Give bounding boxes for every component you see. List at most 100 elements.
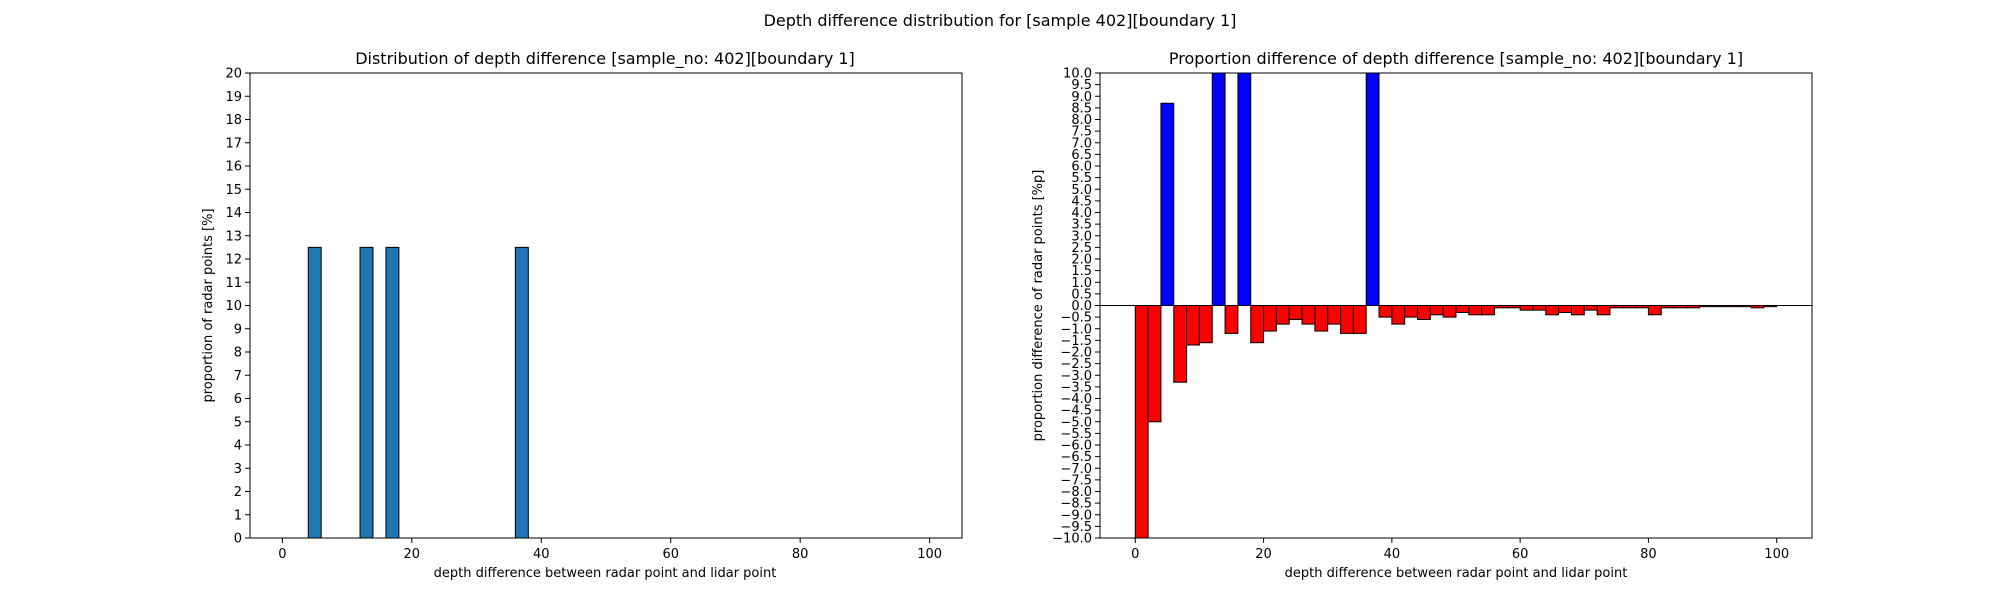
right-chart-x-label: depth difference between radar point and… <box>1285 566 1628 581</box>
left-chart-y-tick-label: 13 <box>225 229 242 244</box>
right-chart-y-tick-label: −2.5 <box>1060 357 1092 372</box>
right-chart-y-tick-label: −5.5 <box>1060 427 1092 442</box>
left-chart-y-tick-label: 14 <box>225 206 242 221</box>
right-chart-y-tick-label: −8.5 <box>1060 497 1092 512</box>
right-chart-bar <box>1647 305 1662 316</box>
right-chart-title: Proportion difference of depth differenc… <box>1169 49 1743 69</box>
left-chart-x-tick-label: 100 <box>917 547 942 562</box>
right-chart-bar <box>1532 305 1547 311</box>
left-chart-y-tick-label: 2 <box>234 485 242 500</box>
left-chart-x-tick-label: 80 <box>792 547 809 562</box>
right-chart-bar <box>1378 305 1393 318</box>
right-chart-bar <box>1596 305 1611 316</box>
left-chart-bar <box>514 246 529 539</box>
right-chart-y-tick-label: −1.0 <box>1060 322 1092 337</box>
right-chart-y-tick-label: 8.5 <box>1071 101 1092 116</box>
right-chart-bar <box>1570 305 1585 316</box>
right-chart-bar <box>1237 72 1252 306</box>
right-chart-y-tick-label: 8.0 <box>1071 113 1092 128</box>
right-chart-y-tick-label: −3.0 <box>1060 369 1092 384</box>
right-chart-y-tick-label: 9.0 <box>1071 90 1092 105</box>
right-chart-y-tick-label: −6.0 <box>1060 439 1092 454</box>
right-chart-bar <box>1455 305 1470 313</box>
right-chart-y-tick-label: −9.0 <box>1060 508 1092 523</box>
right-chart-y-tick-label: 6.0 <box>1071 160 1092 175</box>
left-chart-y-tick-label: 12 <box>225 253 242 268</box>
right-chart-bar <box>1545 305 1560 316</box>
left-chart-y-tick-label: 4 <box>234 439 242 454</box>
right-chart-y-tick-label: −8.0 <box>1060 485 1092 500</box>
right-chart-bar <box>1198 305 1213 344</box>
right-chart-x-tick-label: 0 <box>1131 547 1139 562</box>
right-chart-bar <box>1352 305 1367 334</box>
right-chart-bar <box>1288 305 1303 320</box>
right-chart-x-tick-label: 60 <box>1512 547 1529 562</box>
right-chart-bar <box>1211 72 1226 306</box>
right-chart-y-tick-label: 9.5 <box>1071 78 1092 93</box>
right-chart-y-tick-label: 4.5 <box>1071 194 1092 209</box>
right-chart-y-tick-label: 7.5 <box>1071 125 1092 140</box>
right-chart-y-tick-label: 10.0 <box>1063 67 1092 82</box>
right-chart-y-tick-label: 5.0 <box>1071 183 1092 198</box>
right-chart-bar <box>1224 305 1239 334</box>
left-chart-y-tick-label: 6 <box>234 392 242 407</box>
right-chart-bar <box>1173 305 1188 383</box>
left-chart-y-tick-label: 3 <box>234 462 242 477</box>
right-chart-x-ticks: 0 20 40 60 80 100 <box>1131 538 1789 562</box>
left-chart-x-tick-label: 60 <box>662 547 679 562</box>
right-chart-bar <box>1481 305 1495 316</box>
right-chart-y-tick-label: −9.5 <box>1060 520 1092 535</box>
right-chart-y-tick-label: 3.5 <box>1071 218 1092 233</box>
left-chart-x-tick-label: 20 <box>404 547 421 562</box>
left-chart-y-tick-label: 20 <box>225 67 242 82</box>
left-chart-title: Distribution of depth difference [sample… <box>355 49 855 69</box>
right-chart-y-tick-label: 0.0 <box>1071 299 1092 314</box>
right-chart-frame <box>1099 72 1813 539</box>
right-chart-y-tick-label: 6.5 <box>1071 148 1092 163</box>
right-chart-y-tick-label: −2.0 <box>1060 346 1092 361</box>
left-chart-y-tick-label: 8 <box>234 346 242 361</box>
right-chart-y-tick-label: 5.5 <box>1071 171 1092 186</box>
right-chart-bar <box>1160 102 1175 307</box>
right-chart-y-tick-label: −1.5 <box>1060 334 1092 349</box>
right-chart-y-tick-label: −3.5 <box>1060 380 1092 395</box>
left-chart-bar <box>307 246 322 539</box>
right-chart-y-tick-label: 4.0 <box>1071 206 1092 221</box>
right-chart-bar <box>1519 305 1534 311</box>
right-chart-x-tick-label: 100 <box>1764 547 1789 562</box>
right-chart-y-tick-label: 2.0 <box>1071 253 1092 268</box>
right-chart-bar <box>1558 305 1572 313</box>
right-chart-y-tick-label: 7.0 <box>1071 136 1092 151</box>
right-chart: Proportion difference of depth differenc… <box>1031 49 1813 581</box>
left-chart: Distribution of depth difference [sample… <box>201 49 963 581</box>
right-chart-x-tick-label: 80 <box>1640 547 1657 562</box>
right-chart-bar <box>1147 305 1162 423</box>
left-chart-x-tick-label: 40 <box>533 547 550 562</box>
left-chart-y-tick-label: 17 <box>225 136 242 151</box>
right-chart-bar <box>1134 305 1149 539</box>
left-chart-y-tick-label: 18 <box>225 113 242 128</box>
figure-title: Depth difference distribution for [sampl… <box>764 11 1237 30</box>
left-chart-y-tick-label: 10 <box>225 299 242 314</box>
right-chart-y-tick-label: 3.0 <box>1071 229 1092 244</box>
left-chart-y-tick-label: 0 <box>234 532 242 547</box>
right-chart-bar <box>1250 305 1265 344</box>
right-chart-bar <box>1314 305 1329 332</box>
left-chart-y-tick-label: 19 <box>225 90 242 105</box>
left-chart-y-tick-label: 7 <box>234 369 242 384</box>
left-chart-bars <box>307 246 529 539</box>
right-chart-bar <box>1391 305 1406 325</box>
left-chart-y-tick-label: 5 <box>234 415 242 430</box>
right-chart-bar <box>1442 305 1457 318</box>
right-chart-y-tick-label: 2.5 <box>1071 241 1092 256</box>
left-chart-x-tick-label: 0 <box>278 547 286 562</box>
right-chart-bar <box>1275 305 1290 325</box>
left-chart-y-tick-label: 1 <box>234 508 242 523</box>
right-chart-bar <box>1468 305 1483 316</box>
right-chart-y-tick-label: 0.5 <box>1071 287 1092 302</box>
left-chart-x-label: depth difference between radar point and… <box>434 566 777 581</box>
left-chart-x-ticks: 0 20 40 60 80 100 <box>278 538 942 562</box>
left-chart-y-tick-label: 11 <box>225 276 242 291</box>
